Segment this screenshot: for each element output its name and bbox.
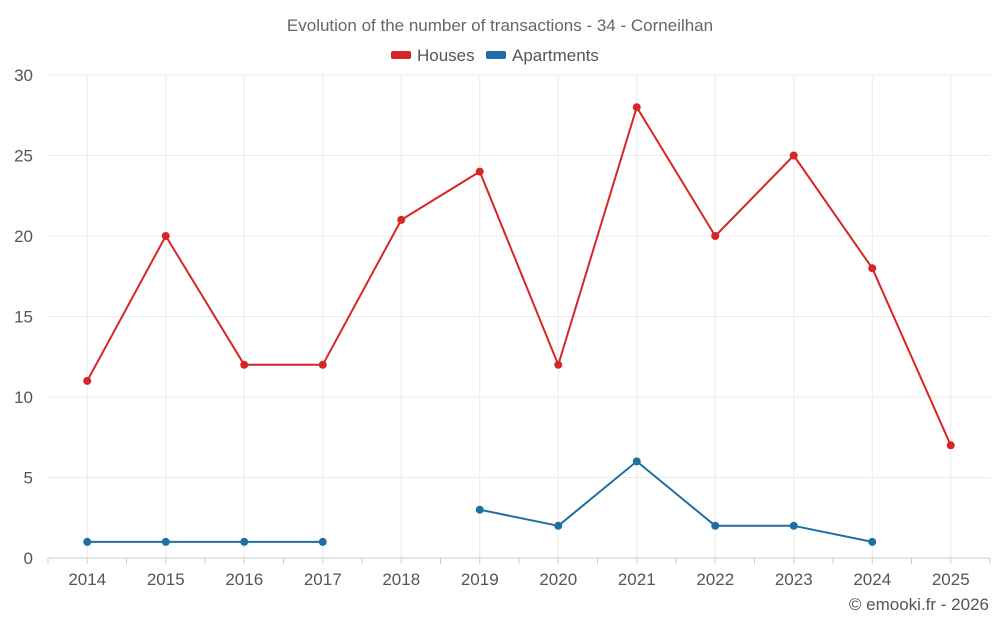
series-line-houses <box>86 106 952 447</box>
point-houses-2020[interactable] <box>554 360 563 369</box>
x-tick-label-2023: 2023 <box>775 570 813 589</box>
x-tick-label-2015: 2015 <box>147 570 185 589</box>
credit-text: © emooki.fr - 2026 <box>849 595 989 614</box>
x-tick-label-2021: 2021 <box>618 570 656 589</box>
point-houses-2019[interactable] <box>475 167 484 176</box>
point-apartments-2014[interactable] <box>83 537 92 546</box>
series-line-apartments <box>478 460 874 543</box>
legend-label-apartments[interactable]: Apartments <box>512 46 599 65</box>
y-tick-label: 5 <box>24 469 33 488</box>
series-houses <box>83 103 955 450</box>
point-houses-2014[interactable] <box>83 376 92 385</box>
y-tick-label: 20 <box>14 227 33 246</box>
y-tick-label: 15 <box>14 308 33 327</box>
point-houses-2017[interactable] <box>318 360 327 369</box>
x-tick-label-2020: 2020 <box>539 570 577 589</box>
point-houses-2024[interactable] <box>868 264 877 273</box>
point-houses-2023[interactable] <box>789 151 798 160</box>
point-apartments-2022[interactable] <box>711 521 720 530</box>
legend-swatch-houses[interactable] <box>391 51 411 59</box>
point-houses-2015[interactable] <box>161 232 170 240</box>
point-apartments-2019[interactable] <box>475 505 484 514</box>
series-layer <box>83 103 955 546</box>
chart-title: Evolution of the number of transactions … <box>287 16 713 35</box>
legend-swatch-apartments[interactable] <box>486 51 506 59</box>
x-tick-label-2019: 2019 <box>461 570 499 589</box>
point-houses-2018[interactable] <box>397 215 406 224</box>
point-houses-2016[interactable] <box>240 360 249 369</box>
point-apartments-2016[interactable] <box>240 537 249 546</box>
x-tick-label-2024: 2024 <box>853 570 891 589</box>
point-houses-2021[interactable] <box>632 103 641 112</box>
point-houses-2022[interactable] <box>711 232 720 240</box>
x-tick-label-2025: 2025 <box>932 570 970 589</box>
y-tick-label: 30 <box>14 66 33 85</box>
x-tick-label-2017: 2017 <box>304 570 342 589</box>
point-apartments-2015[interactable] <box>161 537 170 546</box>
y-tick-label: 25 <box>14 147 33 166</box>
y-tick-label: 10 <box>14 388 33 407</box>
x-tick-label-2018: 2018 <box>382 570 420 589</box>
point-apartments-2017[interactable] <box>318 537 327 546</box>
legend[interactable]: Houses Apartments <box>391 46 599 65</box>
series-apartments <box>83 457 877 546</box>
legend-label-houses[interactable]: Houses <box>417 46 475 65</box>
point-apartments-2021[interactable] <box>632 457 641 466</box>
point-apartments-2023[interactable] <box>789 521 798 530</box>
point-apartments-2024[interactable] <box>868 537 877 546</box>
point-apartments-2020[interactable] <box>554 521 563 530</box>
x-tick-label-2022: 2022 <box>696 570 734 589</box>
x-tick-label-2014: 2014 <box>68 570 106 589</box>
grid <box>48 74 990 558</box>
x-tick-label-2016: 2016 <box>225 570 263 589</box>
y-tick-label: 0 <box>24 549 33 568</box>
point-houses-2025[interactable] <box>946 441 955 450</box>
